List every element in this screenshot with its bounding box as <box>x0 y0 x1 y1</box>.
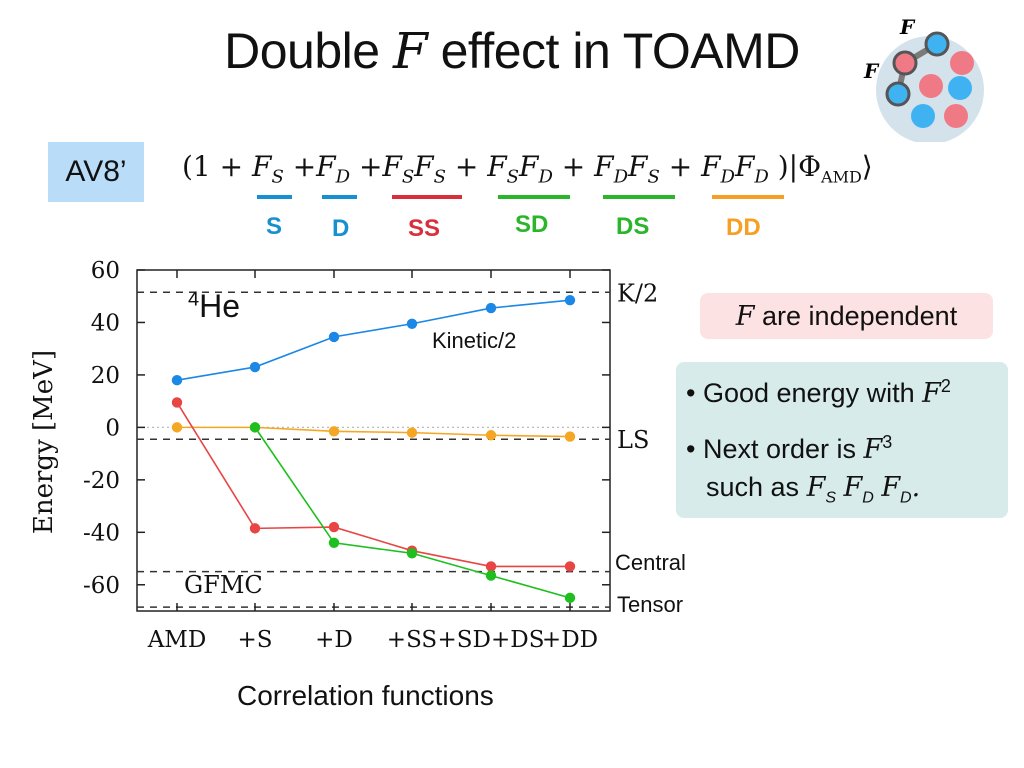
term-underline-ss <box>392 195 462 199</box>
y-tick-label: -20 <box>83 468 120 494</box>
plot-frame <box>136 269 611 612</box>
data-point <box>485 302 497 314</box>
logo-nucleon <box>950 51 974 75</box>
data-point <box>485 561 497 572</box>
y-tick-label: -40 <box>83 520 120 546</box>
term-tag-ss: SS <box>408 215 441 242</box>
correlation-logo: F F <box>863 15 984 142</box>
logo-f-label: F <box>863 59 880 83</box>
term-tag-ds: DS <box>616 213 650 240</box>
data-point <box>171 422 183 433</box>
data-point <box>171 397 183 408</box>
x-axis-title: Correlation functions <box>237 680 494 711</box>
term-tag-s: S <box>266 213 283 240</box>
data-point <box>406 427 418 438</box>
bullet-next-order: • Next order is F3 <box>686 432 893 465</box>
y-tick-label: -60 <box>83 573 120 599</box>
data-point <box>564 592 576 604</box>
term-underline-ds <box>603 195 675 199</box>
x-tick-label: +DD <box>542 627 598 653</box>
logo-nucleon <box>911 104 935 128</box>
logo-f-label: F <box>899 15 916 39</box>
y-tick-label: 0 <box>105 415 120 441</box>
term-underline-dd <box>712 195 784 199</box>
correlation-formula: (1 + FS +FD +FSFS + FSFD + FDFS + FDFD )… <box>182 150 873 188</box>
term-underline-sd <box>498 195 570 199</box>
logo-nucleon <box>885 81 911 107</box>
data-point <box>171 374 183 386</box>
logo-nucleon <box>948 76 972 100</box>
data-point <box>564 294 576 306</box>
term-underline-d <box>322 195 357 199</box>
page-title: Double F effect in TOAMD <box>224 22 800 80</box>
data-point <box>328 521 340 533</box>
y-axis-title: Energy [MeV] <box>29 350 59 534</box>
term-underline-s <box>257 195 292 199</box>
data-point <box>328 426 340 437</box>
independence-note: F are independent <box>700 293 993 339</box>
data-point <box>249 361 261 373</box>
y-tick-label: 20 <box>91 363 120 389</box>
logo-nucleon <box>924 31 950 57</box>
y-tick-label: 60 <box>91 258 120 284</box>
data-point <box>406 548 418 559</box>
term-tag-dd: DD <box>726 214 761 241</box>
x-tick-label: +D <box>315 627 353 653</box>
series-line <box>176 299 571 381</box>
data-point <box>328 331 340 343</box>
term-tag-sd: SD <box>515 211 549 238</box>
reference-line-label: K/2 <box>617 279 658 307</box>
data-point <box>406 318 418 329</box>
interaction-badge: AV8’ <box>48 142 144 202</box>
x-tick-label: +SS <box>387 627 437 653</box>
x-tick-label: +S <box>237 627 272 653</box>
logo-nucleon <box>892 50 918 76</box>
nucleus-label: 4He <box>188 288 241 324</box>
logo-nucleon <box>919 74 943 98</box>
bullet-good-energy: • Good energy with F2 <box>686 376 951 409</box>
data-point <box>564 431 576 442</box>
data-point <box>249 422 261 433</box>
bullet-example: such as FS FD FD. <box>706 472 921 507</box>
data-point <box>485 570 497 581</box>
tensor-label: Tensor <box>617 592 684 617</box>
data-point <box>249 523 261 534</box>
data-point <box>485 430 497 441</box>
term-tag-d: D <box>332 215 350 242</box>
reference-line-label: LS <box>617 426 649 454</box>
x-tick-label: +SD+DS <box>438 627 545 653</box>
data-point <box>564 561 576 572</box>
kinetic-annotation: Kinetic/2 <box>432 328 517 353</box>
y-tick-label: 40 <box>91 310 120 336</box>
central-label: Central <box>615 550 686 575</box>
logo-nucleon <box>944 104 968 128</box>
data-point <box>328 537 340 548</box>
conclusion-box: • Good energy with F2 • Next order is F3… <box>676 362 1008 518</box>
x-tick-label: AMD <box>147 627 207 653</box>
gfmc-annotation: GFMC <box>184 571 263 599</box>
series-line <box>177 426 571 438</box>
series-line <box>176 402 570 568</box>
